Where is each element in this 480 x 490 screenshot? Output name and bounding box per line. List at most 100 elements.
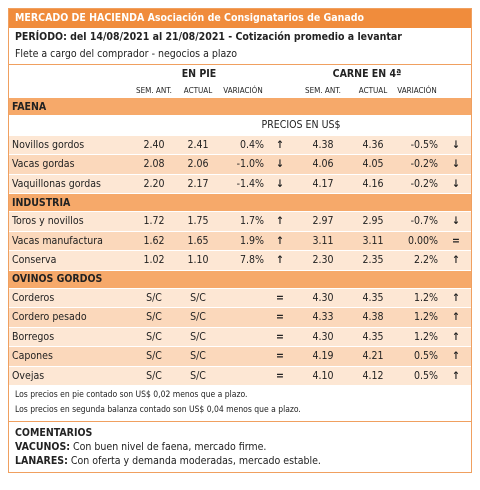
- spacer: [267, 82, 293, 98]
- currency-label: PRECIOS EN US$: [131, 115, 471, 135]
- trend: =: [441, 230, 471, 251]
- cell: S/C: [131, 287, 177, 308]
- cell: 2.41: [177, 134, 219, 155]
- cell: -1.4%: [219, 173, 267, 194]
- comments-title: COMENTARIOS: [15, 427, 93, 439]
- trend: ↑: [441, 365, 471, 385]
- comment-text: Con oferta y demanda moderadas, mercado …: [70, 455, 321, 467]
- section-label: OVINOS GORDOS: [9, 269, 471, 288]
- column-label: SEM. ANT.: [131, 82, 177, 98]
- cell: 1.65: [177, 230, 219, 251]
- trend: ↓: [441, 173, 471, 194]
- cell: 2.97: [293, 211, 353, 231]
- title-bar: MERCADO DE HACIENDA Asociación de Consig…: [9, 9, 471, 28]
- cell: S/C: [131, 307, 177, 327]
- comment: VACUNOS: Con buen nivel de faena, mercad…: [15, 440, 465, 454]
- cell: [219, 326, 267, 347]
- row-label: Vacas gordas: [9, 154, 131, 174]
- cell: 4.06: [293, 154, 353, 174]
- cell: 4.10: [293, 365, 353, 385]
- cell: 1.7%: [219, 211, 267, 231]
- trend: ↑: [267, 250, 293, 270]
- cell: 2.95: [353, 211, 393, 231]
- row-label: Toros y novillos: [9, 211, 131, 231]
- row-label: Novillos gordos: [9, 134, 131, 155]
- trend: =: [267, 287, 293, 308]
- row-label: Capones: [9, 346, 131, 366]
- cell: 4.30: [293, 287, 353, 308]
- comment-label: VACUNOS:: [15, 441, 71, 453]
- currency-row: PRECIOS EN US$: [9, 115, 471, 135]
- cell: 4.21: [353, 346, 393, 366]
- cell: 1.10: [177, 250, 219, 270]
- trend: ↑: [441, 307, 471, 327]
- cell: 2.40: [131, 134, 177, 155]
- data-row: Conserva 1.02 1.10 7.8% ↑ 2.30 2.35 2.2% ↑: [9, 250, 471, 270]
- trend: ↑: [441, 346, 471, 366]
- data-row: Cordero pesado S/C S/C = 4.33 4.38 1.2% ↑: [9, 307, 471, 327]
- cell: 4.19: [293, 346, 353, 366]
- group-label: CARNE EN 4ª: [293, 65, 441, 83]
- cell: S/C: [177, 346, 219, 366]
- cell: 0.00%: [393, 230, 441, 251]
- trend: ↓: [441, 211, 471, 231]
- cell: [219, 307, 267, 327]
- data-row: Corderos S/C S/C = 4.30 4.35 1.2% ↑: [9, 287, 471, 308]
- cell: 4.12: [353, 365, 393, 385]
- price-table: EN PIE CARNE EN 4ª SEM. ANT. ACTUAL VARIACI…: [9, 65, 471, 385]
- data-row: Capones S/C S/C = 4.19 4.21 0.5% ↑: [9, 346, 471, 366]
- row-label: Vacas manufactura: [9, 230, 131, 251]
- cell: 4.38: [353, 307, 393, 327]
- data-row: Ovejas S/C S/C = 4.10 4.12 0.5% ↑: [9, 365, 471, 385]
- cell: S/C: [131, 346, 177, 366]
- comments: COMENTARIOS VACUNOS: Con buen nivel de fa…: [9, 422, 471, 472]
- cell: -0.7%: [393, 211, 441, 231]
- trend: ↑: [441, 326, 471, 347]
- row-label: Conserva: [9, 250, 131, 270]
- trend: ↓: [441, 154, 471, 174]
- cell: 1.2%: [393, 326, 441, 347]
- cell: 1.75: [177, 211, 219, 231]
- trend: ↓: [267, 154, 293, 174]
- comment: LANARES: Con oferta y demanda moderadas,…: [15, 454, 465, 468]
- group-header: EN PIE CARNE EN 4ª: [9, 65, 471, 83]
- cell: 4.36: [353, 134, 393, 155]
- spacer: [441, 82, 471, 98]
- section-row: OVINOS GORDOS: [9, 269, 471, 288]
- cell: 0.5%: [393, 346, 441, 366]
- cell: 2.17: [177, 173, 219, 194]
- data-row: Borregos S/C S/C = 4.30 4.35 1.2% ↑: [9, 326, 471, 347]
- cell: 2.08: [131, 154, 177, 174]
- section-label: FAENA: [9, 97, 471, 116]
- cell: 0.5%: [393, 365, 441, 385]
- row-label: Borregos: [9, 326, 131, 347]
- row-label: Cordero pesado: [9, 307, 131, 327]
- trend: ↑: [441, 287, 471, 308]
- footnote: Los precios en segunda balanza contado s…: [15, 405, 301, 415]
- column-label: ACTUAL: [177, 82, 219, 98]
- data-row: Vacas gordas 2.08 2.06 -1.0% ↓ 4.06 4.05 -0.2% ↓: [9, 154, 471, 174]
- cell: 2.06: [177, 154, 219, 174]
- card: MERCADO DE HACIENDA Asociación de Consig…: [8, 8, 472, 473]
- cell: 1.9%: [219, 230, 267, 251]
- cell: -0.2%: [393, 173, 441, 194]
- cell: [219, 346, 267, 366]
- cell: 4.33: [293, 307, 353, 327]
- cell: 1.2%: [393, 307, 441, 327]
- footnotes: Los precios en pie contado son US$ 0,02 …: [9, 385, 471, 422]
- data-row: Vaquillonas gordas 2.20 2.17 -1.4% ↓ 4.17 4.16…: [9, 173, 471, 194]
- trend: ↓: [441, 134, 471, 155]
- trend: =: [267, 346, 293, 366]
- cell: 4.38: [293, 134, 353, 155]
- section-label: INDUSTRIA: [9, 193, 471, 212]
- trend: ↓: [267, 173, 293, 194]
- cell: 1.02: [131, 250, 177, 270]
- trend: ↑: [267, 211, 293, 231]
- cell: 2.20: [131, 173, 177, 194]
- row-label: Corderos: [9, 287, 131, 308]
- cell: S/C: [177, 287, 219, 308]
- cell: 3.11: [353, 230, 393, 251]
- cell: 1.62: [131, 230, 177, 251]
- row-label: Ovejas: [9, 365, 131, 385]
